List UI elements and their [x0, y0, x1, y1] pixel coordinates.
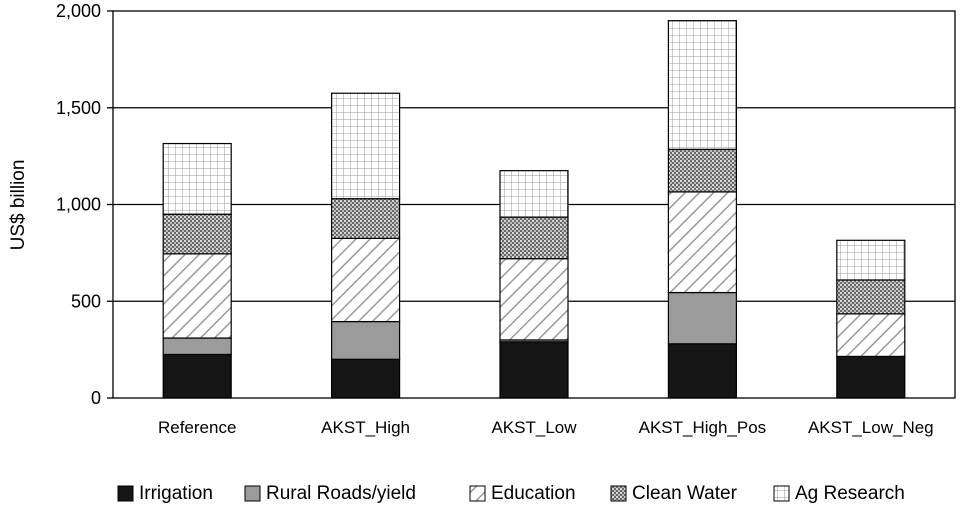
bar-clean-water-akst-low	[499, 216, 569, 260]
bar-irrigation-reference	[162, 353, 232, 399]
y-tick-label: 0	[91, 388, 101, 408]
bar-ag-research-reference	[162, 142, 232, 215]
legend-swatch	[610, 485, 627, 502]
x-tick-label: AKST_High	[321, 418, 410, 437]
legend-label: Irrigation	[139, 483, 213, 504]
x-tick-label: AKST_Low_Neg	[808, 418, 934, 437]
legend-swatch	[244, 485, 261, 502]
bar-rural-roads-yield-reference	[162, 337, 232, 356]
bar-ag-research-akst-low-neg	[836, 239, 906, 281]
legend: Irrigation Rural Roads/yield Education Clea…	[117, 483, 905, 504]
x-axis: Reference AKST_High AKST_Low AKST_High_Pos A…	[158, 418, 934, 437]
bar-clean-water-reference	[162, 213, 232, 255]
x-tick-label: AKST_High_Pos	[639, 418, 767, 437]
legend-label: Education	[491, 483, 576, 504]
legend-swatch	[469, 485, 486, 502]
y-tick-label: 1,500	[56, 98, 101, 118]
bar-irrigation-akst-low	[499, 341, 569, 399]
bar-education-reference	[162, 253, 232, 339]
bar-education-akst-high-pos	[667, 191, 738, 294]
bar-education-akst-high	[331, 237, 401, 323]
legend-swatch	[773, 485, 790, 502]
bar-ag-research-akst-low	[499, 170, 569, 218]
bar-irrigation-akst-high-pos	[667, 343, 738, 399]
x-tick-label: Reference	[158, 418, 236, 437]
y-tick-label: 2,000	[56, 1, 101, 21]
y-tick-label: 1,000	[56, 195, 101, 215]
bar-education-akst-low	[499, 258, 569, 341]
plot-area	[112, 10, 956, 399]
bar-clean-water-akst-high-pos	[667, 148, 738, 193]
legend-label: Clean Water	[632, 483, 738, 504]
legend-label: Ag Research	[795, 483, 905, 504]
bar-education-akst-low-neg	[836, 313, 906, 357]
legend-label: Rural Roads/yield	[266, 483, 416, 504]
y-tick-label: 500	[71, 291, 101, 311]
bar-clean-water-akst-low-neg	[836, 279, 906, 315]
y-axis: 0 500 1,000 1,500 2,000	[56, 1, 113, 408]
bar-clean-water-akst-high	[331, 198, 401, 239]
bar-ag-research-akst-high	[331, 92, 401, 200]
y-axis-title: US$ billion	[8, 160, 29, 251]
bar-rural-roads-yield-akst-high-pos	[667, 291, 738, 345]
bar-irrigation-akst-low-neg	[836, 355, 906, 399]
bar-rural-roads-yield-akst-high	[331, 320, 401, 360]
bar-ag-research-akst-high-pos	[667, 20, 738, 150]
x-tick-label: AKST_Low	[491, 418, 577, 437]
legend-swatch	[117, 485, 134, 502]
bar-irrigation-akst-high	[331, 358, 401, 399]
